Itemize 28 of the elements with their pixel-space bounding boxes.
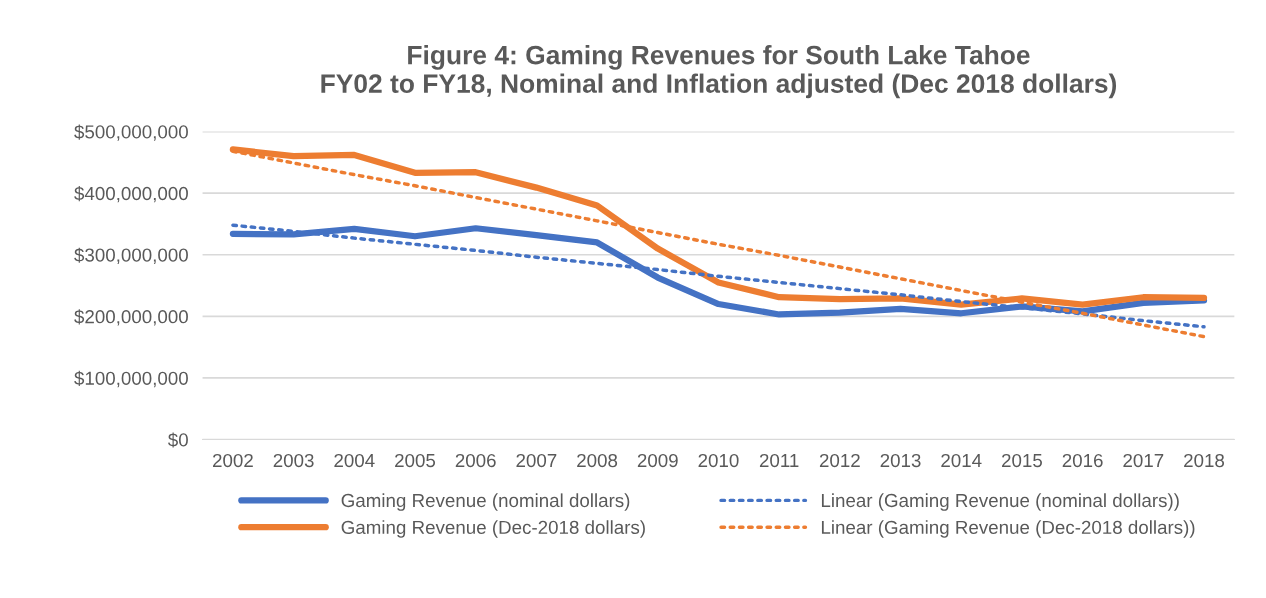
x-tick-label: 2007 — [516, 453, 557, 468]
y-tick-label: $0 — [168, 432, 188, 448]
legend-label: Linear (Gaming Revenue (nominal dollars)) — [821, 493, 1179, 511]
y-tick-label: $300,000,000 — [74, 247, 188, 264]
x-tick-label: 2013 — [880, 453, 921, 468]
legend-label: Gaming Revenue (nominal dollars) — [341, 493, 630, 511]
x-tick-label: 2011 — [759, 453, 799, 468]
legend-label: Linear (Gaming Revenue (Dec-2018 dollars)) — [821, 520, 1195, 538]
x-tick-label: 2004 — [334, 453, 375, 468]
x-tick-label: 2016 — [1062, 453, 1103, 468]
x-tick-label: 2010 — [698, 453, 739, 468]
x-tick-label: 2003 — [273, 453, 314, 468]
x-tick-label: 2018 — [1184, 453, 1225, 468]
chart-title: Figure 4: Gaming Revenues for South Lake Tahoe FY02 to FY18, Nominal and Inflation adjusted (Dec 2018 dollars) — [321, 45, 1117, 99]
y-tick-label: $100,000,000 — [74, 370, 188, 388]
x-tick-label: 2012 — [819, 453, 860, 468]
x-tick-label: 2015 — [1002, 453, 1042, 468]
x-tick-label: 2006 — [455, 453, 496, 468]
y-tick-label: $500,000,000 — [74, 124, 188, 141]
y-tick-label: $400,000,000 — [74, 186, 188, 203]
x-tick-label: 2002 — [213, 453, 253, 468]
x-tick-label: 2009 — [637, 453, 678, 468]
x-tick-label: 2005 — [395, 453, 436, 468]
x-tick-label: 2017 — [1123, 453, 1164, 468]
x-tick-label: 2008 — [577, 453, 618, 468]
legend-label: Gaming Revenue (Dec-2018 dollars) — [341, 520, 645, 538]
y-tick-label: $200,000,000 — [74, 309, 188, 326]
x-tick-label: 2014 — [941, 453, 982, 468]
